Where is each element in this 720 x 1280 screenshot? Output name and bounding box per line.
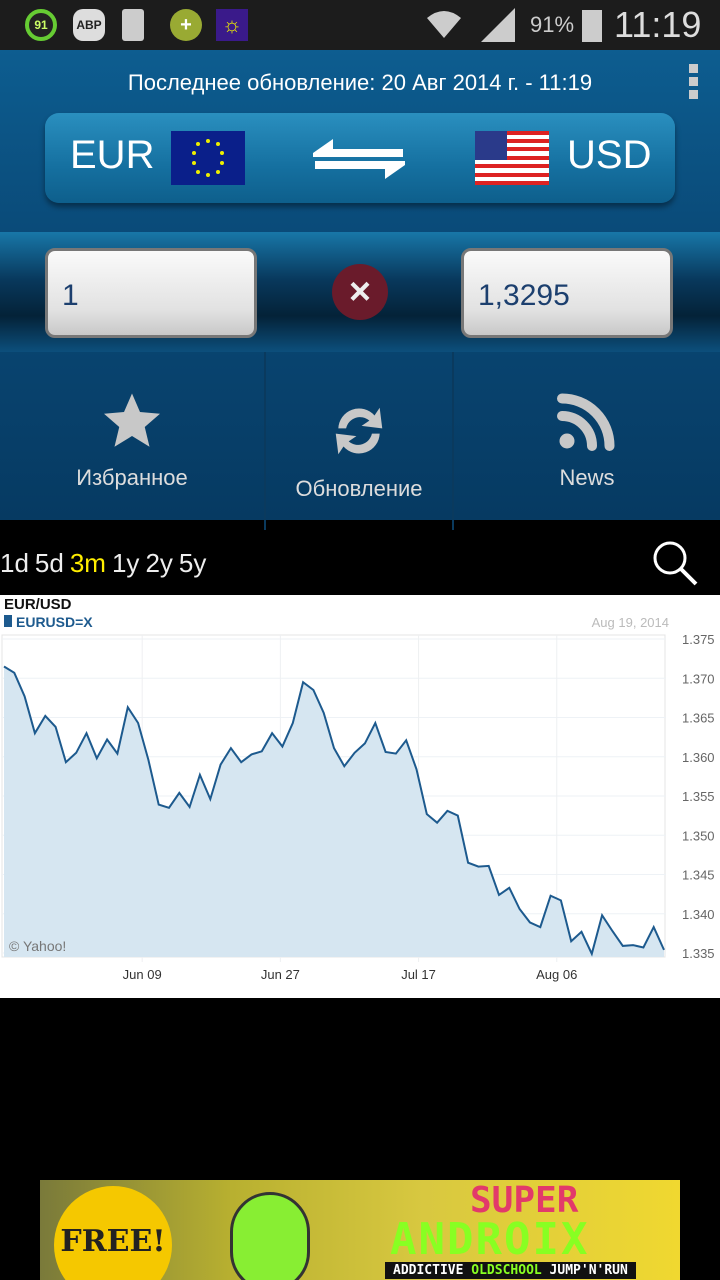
star-icon xyxy=(104,393,160,447)
period-1y[interactable]: 1y xyxy=(111,548,140,578)
refresh-icon xyxy=(335,407,383,455)
clock: 11:19 xyxy=(614,4,702,45)
y-tick-label: 1.360 xyxy=(682,750,715,765)
sim-icon xyxy=(122,9,144,41)
ad-title-line2: ANDROIX xyxy=(390,1214,590,1265)
ad-title-line1: SUPER xyxy=(470,1180,579,1221)
chart-area-fill xyxy=(4,666,664,957)
wifi-icon xyxy=(427,11,461,38)
clear-x-icon[interactable]: × xyxy=(332,264,388,320)
favorites-label: Избранное xyxy=(76,465,188,490)
legend-label: EURUSD=X xyxy=(16,614,93,630)
us-flag-icon[interactable] xyxy=(475,131,549,185)
news-label: News xyxy=(559,465,615,490)
y-tick-label: 1.370 xyxy=(682,671,715,686)
y-tick-label: 1.340 xyxy=(682,907,715,922)
x-tick-label: Aug 06 xyxy=(536,967,577,982)
y-tick-label: 1.350 xyxy=(682,828,715,843)
period-1d[interactable]: 1d xyxy=(0,548,29,578)
y-tick-label: 1.345 xyxy=(682,868,715,883)
lightbulb-icon: ☼ xyxy=(216,9,248,41)
to-amount-input[interactable]: 1,3295 xyxy=(461,248,673,338)
adblock-label: ABP xyxy=(76,18,102,32)
price-chart: 1.375 1.370 1.365 1.360 1.355 1.350 1.345 1.340… xyxy=(0,595,720,998)
from-currency-button[interactable]: EUR xyxy=(70,133,155,177)
refresh-label: Обновление xyxy=(295,476,423,501)
from-amount-input[interactable]: 1 xyxy=(45,248,257,338)
battery-percent: 91% xyxy=(530,12,575,37)
gauge-icon: 91 xyxy=(25,9,57,41)
y-tick-label: 1.365 xyxy=(682,711,715,726)
chart-date: Aug 19, 2014 xyxy=(592,615,669,630)
refresh-button[interactable]: Обновление xyxy=(266,352,454,530)
ad-banner[interactable]: FREE! SUPER ANDROIX ADDICTIVE OLDSCHOOL … xyxy=(40,1180,680,1280)
period-2y[interactable]: 2y xyxy=(145,548,173,578)
plus-coin-icon: + xyxy=(170,9,202,41)
chart-credit: © Yahoo! xyxy=(9,938,66,954)
mascot-image xyxy=(230,1192,310,1280)
news-button[interactable]: News xyxy=(454,352,720,530)
converter-panel: Последнее обновление: 20 Авг 2014 г. - 1… xyxy=(0,50,720,530)
to-currency-button[interactable]: USD xyxy=(567,133,652,177)
overflow-menu-icon[interactable] xyxy=(689,64,699,103)
period-3m[interactable]: 3m xyxy=(69,548,106,578)
adblock-icon: ABP xyxy=(73,9,105,41)
free-badge: FREE! xyxy=(54,1186,172,1280)
swap-arrows-icon[interactable] xyxy=(313,135,405,183)
period-5y[interactable]: 5y xyxy=(178,548,207,578)
favorites-button[interactable]: Избранное xyxy=(0,352,266,530)
signal-icon xyxy=(481,8,515,42)
x-tick-label: Jun 09 xyxy=(123,967,162,982)
search-icon[interactable] xyxy=(650,538,700,588)
last-update-text: Последнее обновление: 20 Авг 2014 г. - 1… xyxy=(127,70,593,95)
x-tick-label: Jul 17 xyxy=(401,967,436,982)
status-bar: 91 ABP + ☼ 91% 11:19 xyxy=(0,0,720,50)
notification-badge: 91 xyxy=(34,18,48,32)
eu-flag-icon[interactable] xyxy=(171,131,245,185)
ad-tagline: ADDICTIVE OLDSCHOOL JUMP'N'RUN xyxy=(385,1262,636,1279)
legend-swatch xyxy=(4,615,12,627)
x-tick-label: Jun 27 xyxy=(261,967,300,982)
y-tick-label: 1.355 xyxy=(682,789,715,804)
period-selector: 1d 5d 3m 1y 2y 5y xyxy=(0,548,212,579)
rss-icon xyxy=(557,393,615,451)
y-tick-label: 1.375 xyxy=(682,632,715,647)
currency-pair-bar: EUR USD xyxy=(45,113,675,203)
battery-icon xyxy=(582,10,602,42)
y-tick-label: 1.335 xyxy=(682,946,715,961)
chart-title: EUR/USD xyxy=(4,596,72,613)
period-5d[interactable]: 5d xyxy=(34,548,64,578)
